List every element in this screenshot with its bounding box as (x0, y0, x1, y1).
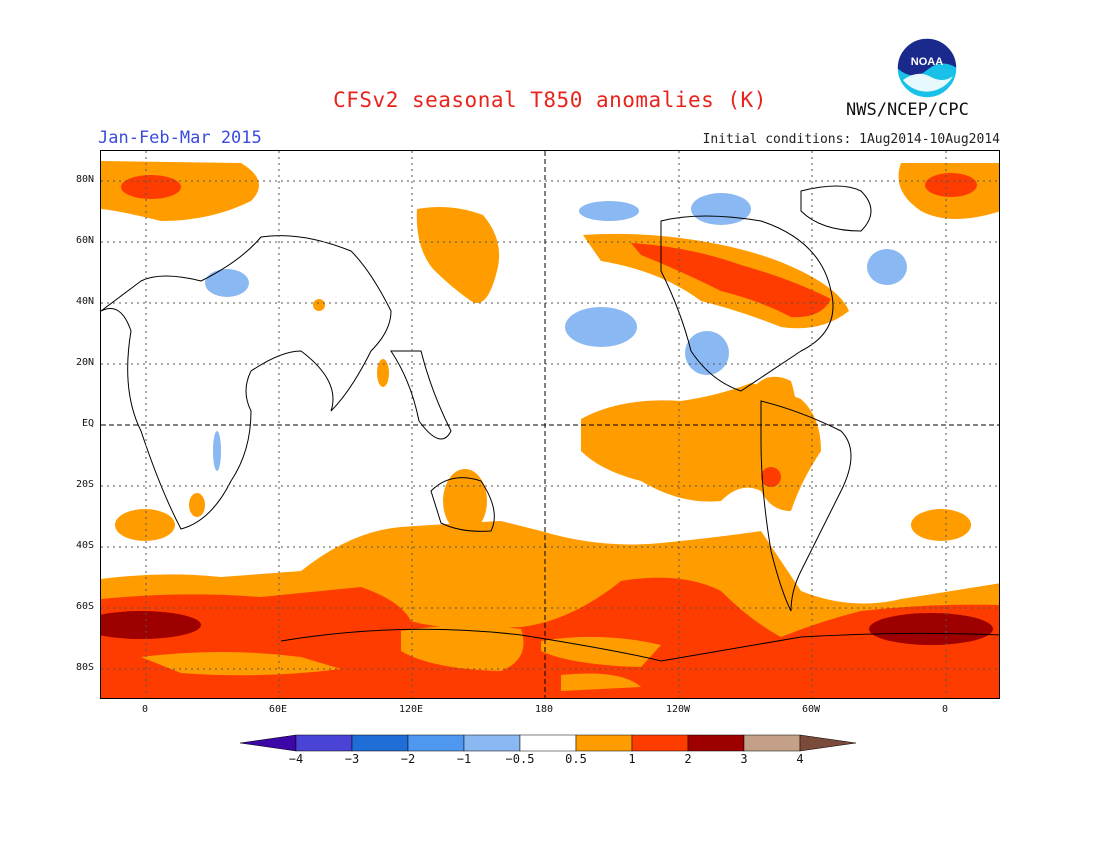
colorbar-label: −3 (344, 752, 360, 766)
colorbar-bin (575, 734, 633, 752)
lat-label: 20N (75, 357, 94, 368)
lon-label: 0 (941, 704, 949, 715)
anomaly-region (565, 307, 637, 347)
graticule (101, 151, 999, 698)
colorbar-bin (799, 734, 857, 752)
coastline (430, 477, 495, 532)
anomaly-shading (101, 161, 999, 698)
coastline (280, 628, 999, 662)
colorbar-bin (519, 734, 577, 752)
noaa-logo: NOAA (896, 37, 958, 99)
coastline (800, 185, 872, 232)
coastline (760, 400, 852, 612)
season-label: Jan-Feb-Mar 2015 (98, 128, 262, 148)
lat-label: EQ (81, 418, 94, 429)
reference-lines (101, 151, 999, 698)
colorbar-bin (351, 734, 409, 752)
colorbar-bin (631, 734, 689, 752)
colorbar-label: −1 (456, 752, 472, 766)
anomaly-region (401, 625, 524, 671)
colorbar-label: −2 (400, 752, 416, 766)
lat-label: 60S (75, 601, 94, 612)
colorbar-label: 4 (796, 752, 804, 766)
colorbar-label: −4 (288, 752, 304, 766)
lon-label: 0 (141, 704, 149, 715)
lat-label: 80N (75, 174, 94, 185)
lon-label: 60W (801, 704, 821, 715)
lon-label: 120W (665, 704, 691, 715)
colorbar-bin (407, 734, 465, 752)
lat-label: 80S (75, 662, 94, 673)
anomaly-region (579, 201, 639, 221)
anomaly-region (189, 493, 205, 517)
colorbar-label: 0.5 (565, 752, 587, 766)
colorbar-label: 3 (740, 752, 748, 766)
anomaly-region (416, 207, 500, 303)
anomaly-region (121, 175, 181, 199)
colorbar-bin (463, 734, 521, 752)
colorbar-label: −0.5 (505, 752, 535, 766)
lon-label: 120E (398, 704, 424, 715)
anomaly-region (867, 249, 907, 285)
anomaly-region (561, 673, 641, 691)
colorbar-label: 2 (684, 752, 692, 766)
anomaly-region (911, 509, 971, 541)
anomaly-region (115, 509, 175, 541)
anomaly-region (313, 299, 325, 311)
colorbar-bin (240, 734, 297, 752)
anomaly-region (101, 611, 201, 639)
anomaly-region (751, 376, 796, 445)
coastline (101, 235, 392, 530)
anomaly-region (443, 469, 487, 533)
anomaly-region (541, 636, 661, 667)
lat-label: 40N (75, 296, 94, 307)
anomaly-region (631, 243, 831, 318)
chart-title: CFSv2 seasonal T850 anomalies (K) (333, 88, 767, 112)
initial-conditions-label: Initial conditions: 1Aug2014-10Aug2014 (702, 132, 1000, 147)
anomaly-region (869, 613, 993, 645)
coastline (390, 350, 452, 440)
noaa-logo-text: NOAA (911, 56, 943, 68)
agency-label: NWS/NCEP/CPC (846, 100, 969, 120)
anomaly-region (925, 173, 977, 197)
anomaly-map (101, 151, 999, 698)
anomaly-region (213, 431, 221, 471)
colorbar-bin (743, 734, 801, 752)
colorbar (240, 734, 857, 752)
anomaly-region (685, 331, 729, 375)
lon-label: 180 (534, 704, 554, 715)
anomaly-region (205, 269, 249, 297)
lon-label: 60E (268, 704, 288, 715)
lat-label: 20S (75, 479, 94, 490)
map-frame (100, 150, 1000, 699)
lat-label: 40S (75, 540, 94, 551)
colorbar-label: 1 (628, 752, 636, 766)
anomaly-region (691, 193, 751, 225)
lat-label: 60N (75, 235, 94, 246)
colorbar-bin (687, 734, 745, 752)
colorbar-bin (295, 734, 353, 752)
anomaly-region (761, 467, 781, 487)
coastlines (101, 185, 999, 662)
coastline (660, 215, 834, 392)
anomaly-region (377, 359, 389, 387)
